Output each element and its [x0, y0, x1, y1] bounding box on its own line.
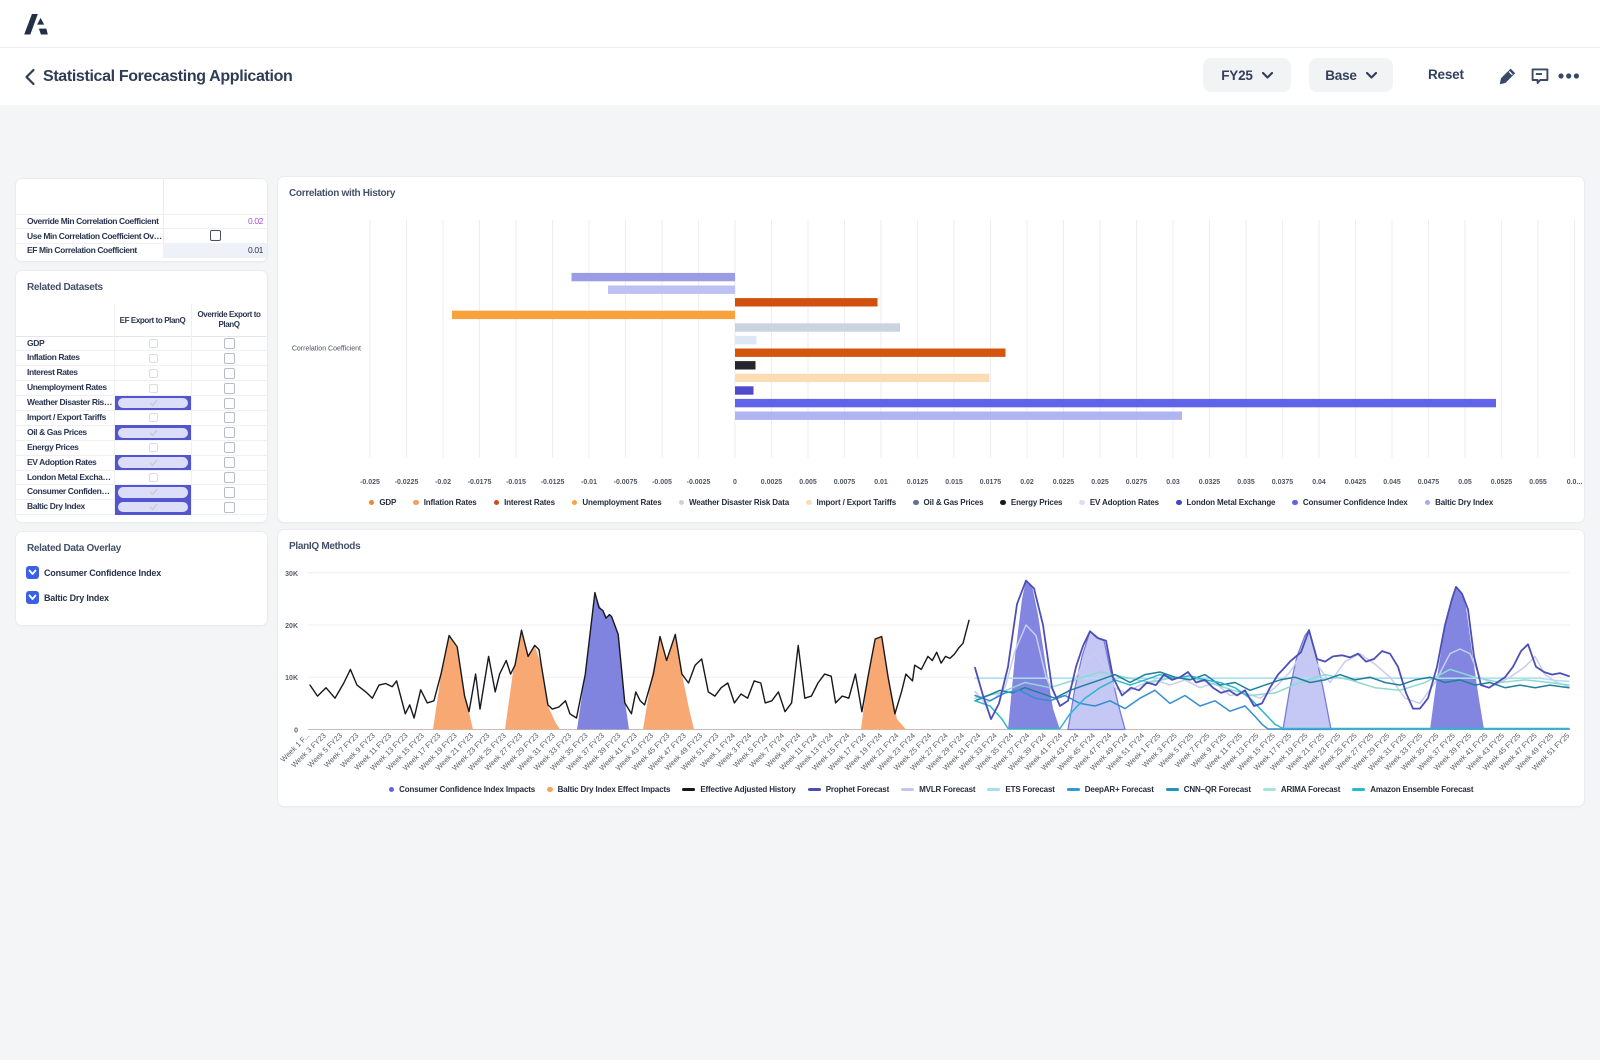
svg-text:0.045: 0.045 — [1383, 479, 1401, 486]
svg-text:0.0175: 0.0175 — [980, 479, 1002, 486]
svg-text:0.055: 0.055 — [1529, 479, 1547, 486]
svg-text:0.015: 0.015 — [945, 479, 963, 486]
svg-text:0.0125: 0.0125 — [907, 479, 929, 486]
svg-text:0: 0 — [294, 728, 298, 735]
svg-text:-0.0175: -0.0175 — [468, 479, 492, 486]
svg-text:0.025: 0.025 — [1091, 479, 1109, 486]
svg-text:-0.015: -0.015 — [506, 479, 526, 486]
svg-text:0.02: 0.02 — [1020, 479, 1034, 486]
svg-text:20K: 20K — [285, 623, 298, 630]
svg-text:0.0425: 0.0425 — [1345, 479, 1367, 486]
svg-text:0.0225: 0.0225 — [1053, 479, 1075, 486]
svg-text:10K: 10K — [285, 675, 298, 682]
svg-text:-0.0075: -0.0075 — [614, 479, 638, 486]
svg-text:30K: 30K — [285, 571, 298, 578]
svg-text:0.005: 0.005 — [799, 479, 817, 486]
svg-text:0.0...: 0.0... — [1567, 479, 1583, 486]
svg-text:-0.0225: -0.0225 — [395, 479, 419, 486]
svg-text:0.035: 0.035 — [1237, 479, 1255, 486]
svg-text:Correlation Coefficient: Correlation Coefficient — [292, 346, 361, 353]
svg-text:0: 0 — [733, 479, 737, 486]
svg-text:0.0025: 0.0025 — [761, 479, 783, 486]
svg-text:-0.005: -0.005 — [652, 479, 672, 486]
svg-text:0.01: 0.01 — [874, 479, 888, 486]
svg-text:0.0525: 0.0525 — [1491, 479, 1513, 486]
svg-text:-0.02: -0.02 — [435, 479, 451, 486]
svg-text:-0.0125: -0.0125 — [541, 479, 565, 486]
svg-text:-0.0025: -0.0025 — [687, 479, 711, 486]
svg-text:0.0375: 0.0375 — [1272, 479, 1294, 486]
svg-text:0.0475: 0.0475 — [1418, 479, 1440, 486]
svg-text:0.0275: 0.0275 — [1126, 479, 1148, 486]
svg-text:-0.025: -0.025 — [360, 479, 380, 486]
svg-text:0.04: 0.04 — [1312, 479, 1326, 486]
svg-text:-0.01: -0.01 — [581, 479, 597, 486]
svg-text:0.05: 0.05 — [1458, 479, 1472, 486]
svg-text:0.0325: 0.0325 — [1199, 479, 1221, 486]
svg-text:0.03: 0.03 — [1166, 479, 1180, 486]
svg-text:0.0075: 0.0075 — [834, 479, 856, 486]
